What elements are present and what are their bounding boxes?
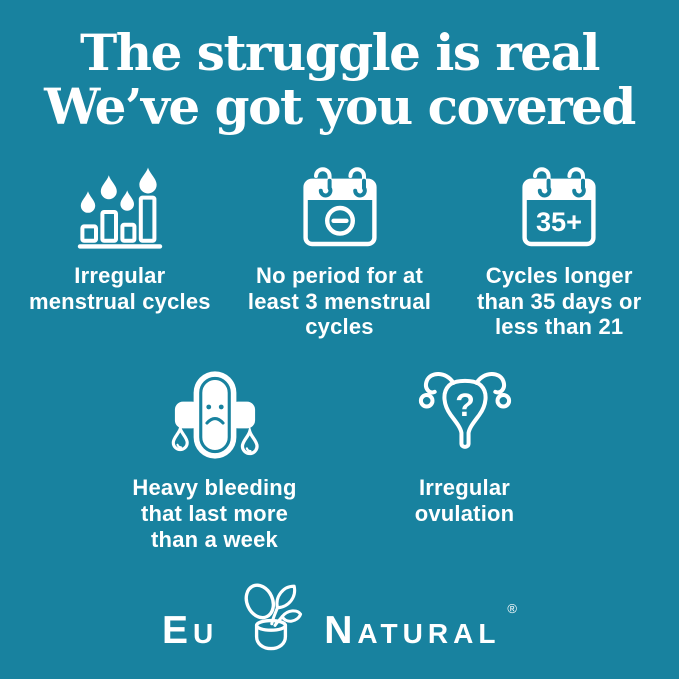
- brand-word-eu: Eu: [161, 609, 219, 653]
- brand-word-natural: Natural: [324, 609, 501, 653]
- symptom-label: Heavy bleeding that last more than a wee…: [132, 475, 297, 552]
- capsule-leaf-logo-icon: [231, 578, 311, 660]
- symptom-no-period: No period for at least 3 menstrual cycle…: [230, 164, 450, 340]
- symptom-irregular-cycles: Irregular menstrual cycles: [10, 164, 230, 340]
- symptom-long-cycles: 35+ Cycles longer than 35 days or less t…: [449, 164, 669, 340]
- calendar-missed-period-icon: [292, 164, 388, 252]
- symptom-label: Cycles longer than 35 days or less than …: [476, 263, 642, 340]
- uterus-question-icon: ?: [415, 366, 515, 464]
- symptom-heavy-bleeding: Heavy bleeding that last more than a wee…: [95, 366, 335, 552]
- symptom-row-1: Irregular menstrual cycles No per: [0, 164, 679, 340]
- symptom-label: Irregular menstrual cycles: [28, 263, 211, 314]
- calendar-badge-text: 35+: [536, 206, 582, 237]
- registered-trademark-symbol: ®: [507, 601, 518, 617]
- symptom-row-2: Heavy bleeding that last more than a wee…: [0, 366, 679, 552]
- symptom-label: No period for at least 3 menstrual cycle…: [247, 263, 432, 340]
- uterus-question-mark: ?: [455, 387, 475, 423]
- page-title: The struggle is real We’ve got you cover…: [0, 0, 679, 134]
- title-line-2: We’ve got you covered: [44, 77, 636, 136]
- calendar-35-plus-icon: 35+: [511, 164, 607, 252]
- symptom-label: Irregular ovulation: [414, 475, 515, 526]
- title-line-1: The struggle is real: [80, 23, 600, 82]
- brand-logo: Eu Natural ®: [0, 578, 679, 660]
- bar-chart-droplets-icon: [68, 164, 172, 252]
- sad-pad-icon: [165, 366, 265, 464]
- symptom-irregular-ovulation: ? Irregular ovulation: [345, 366, 585, 552]
